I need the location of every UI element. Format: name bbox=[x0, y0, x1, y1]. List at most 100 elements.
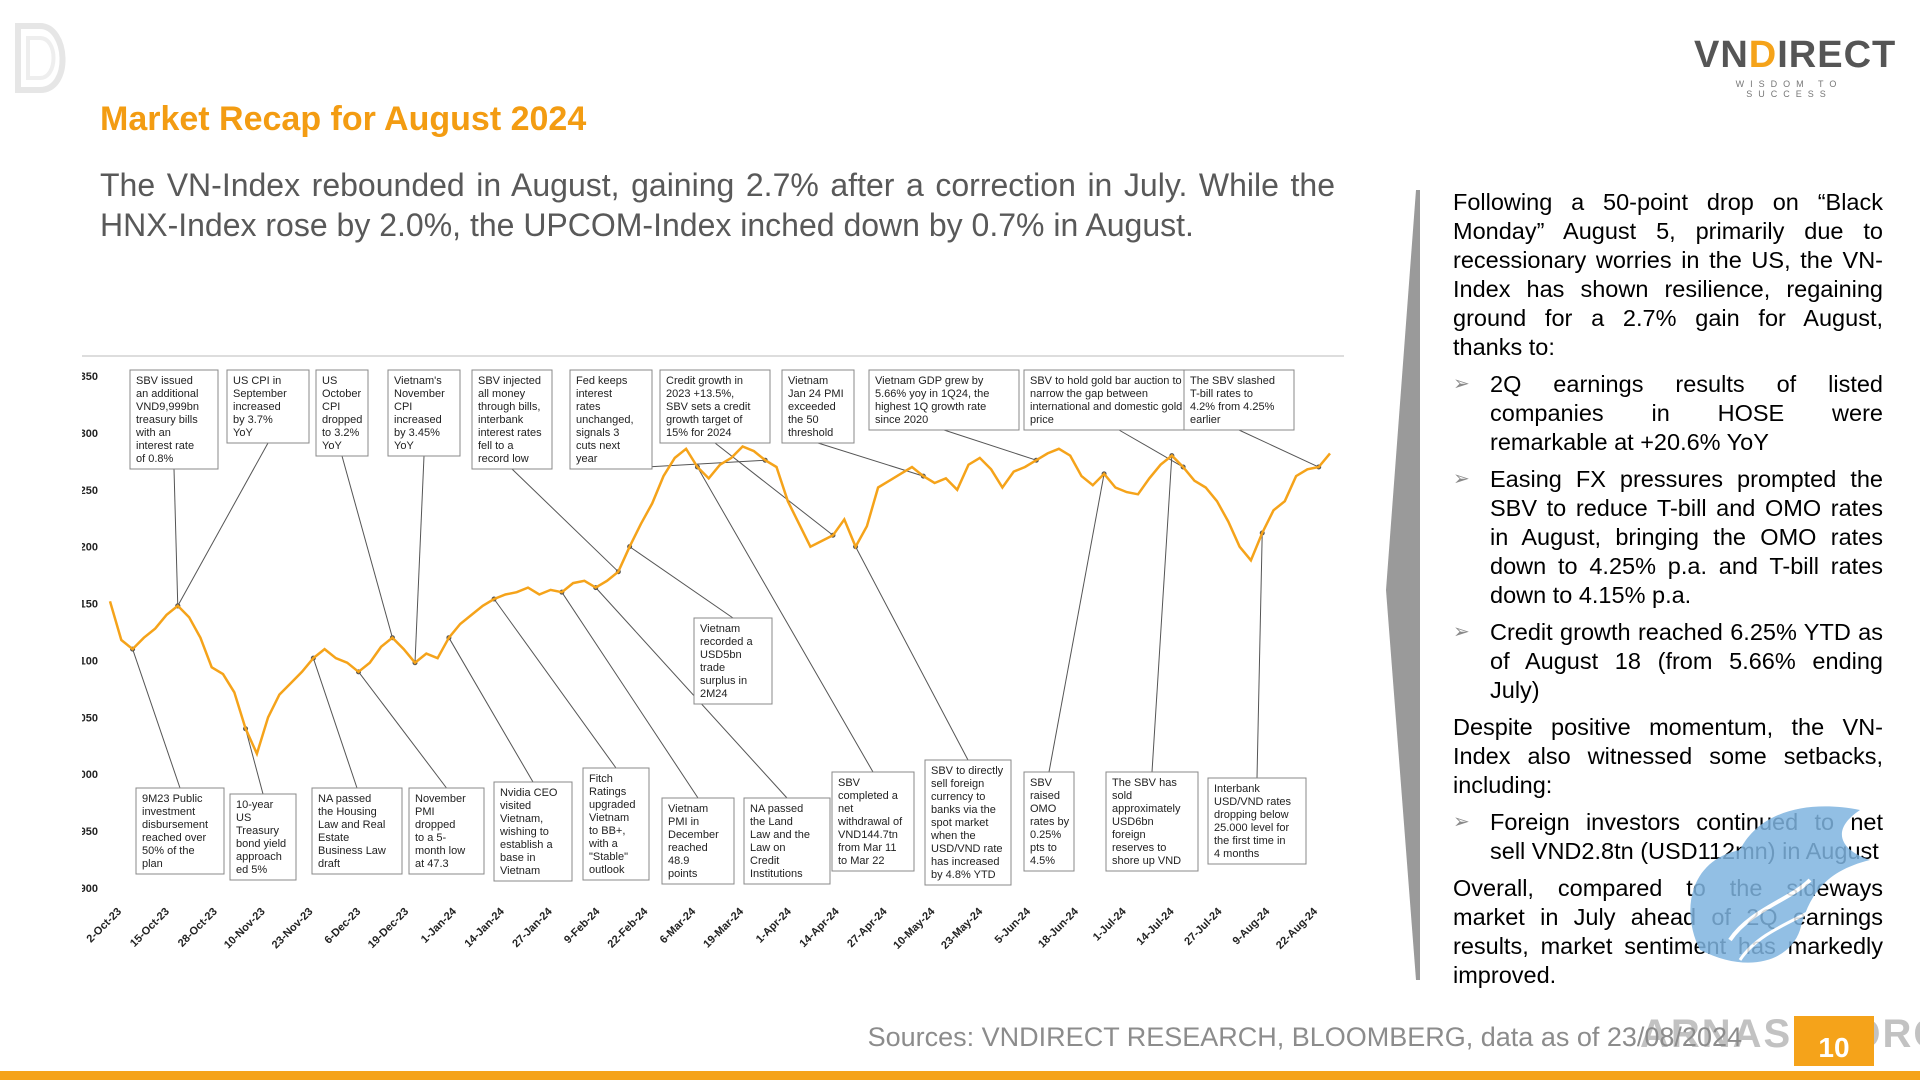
annotation-text: November bbox=[415, 793, 466, 805]
annotation-bottom bbox=[831, 771, 915, 872]
x-tick-label: 23-Nov-23 bbox=[270, 906, 316, 952]
annotation-text: at 47.3 bbox=[415, 858, 449, 870]
annotation-text: SBV issued bbox=[136, 375, 193, 387]
annotation-bottom bbox=[1105, 771, 1199, 872]
y-tick-label: 1,300 bbox=[82, 428, 98, 440]
divider-arrow-shape bbox=[1386, 190, 1420, 980]
annotation-text: banks via the bbox=[931, 804, 996, 816]
annotation-text: approximately bbox=[1112, 803, 1181, 815]
annotation-text: the Land bbox=[750, 816, 793, 828]
annotation-text: 2M24 bbox=[700, 688, 728, 700]
y-tick-label: 1,350 bbox=[82, 371, 98, 383]
annotation-text: Business Law bbox=[318, 845, 386, 857]
annotation-leader bbox=[629, 546, 734, 619]
annotation-text: exceeded bbox=[788, 401, 836, 413]
annotation-leader bbox=[595, 587, 788, 799]
annotation-text: T-bill rates to bbox=[1190, 388, 1253, 400]
annotation-bottom bbox=[661, 797, 735, 885]
annotation-leader bbox=[312, 658, 358, 789]
griffin-watermark-icon bbox=[1690, 806, 1870, 963]
annotation-text: all money bbox=[478, 388, 526, 400]
annotation-text: US bbox=[322, 375, 337, 387]
annotation-text: PMI in bbox=[668, 816, 699, 828]
annotation-text: 2023 +13.5%, bbox=[666, 388, 734, 400]
y-tick-label: 1,150 bbox=[82, 599, 98, 611]
annotation-text: interest bbox=[576, 388, 612, 400]
annotation-text: YoY bbox=[394, 440, 414, 452]
annotation-text: Institutions bbox=[750, 868, 803, 880]
annotation-bottom bbox=[493, 781, 573, 882]
x-tick-label: 22-Feb-24 bbox=[606, 905, 651, 950]
annotation-text: when the bbox=[930, 830, 976, 842]
annotation-text: Vietnam GDP grew by bbox=[875, 375, 984, 387]
annotation-text: increased bbox=[233, 401, 281, 413]
annotation-text: Vietnam bbox=[500, 865, 540, 877]
annotation-text: base in bbox=[500, 852, 535, 864]
annotation-text: reached bbox=[668, 842, 708, 854]
annotation-top bbox=[1183, 369, 1295, 431]
annotation-bottom bbox=[1023, 771, 1075, 872]
annotation-text: VND144.7tn bbox=[838, 829, 898, 841]
x-tick-label: 14-Jan-24 bbox=[462, 905, 507, 950]
annotation-text: YoY bbox=[322, 440, 342, 452]
x-tick-label: 6-Dec-23 bbox=[322, 906, 363, 947]
vn-index-line bbox=[108, 445, 1331, 758]
annotation-text: SBV to directly bbox=[931, 765, 1004, 777]
annotation-text: SBV bbox=[1030, 777, 1053, 789]
page-title: Market Recap for August 2024 bbox=[100, 100, 587, 138]
x-tick-label: 15-Oct-23 bbox=[128, 906, 172, 950]
annotation-text: Vietnam bbox=[700, 623, 740, 635]
annotation-text: reached over bbox=[142, 832, 207, 844]
annotation-text: The SBV has bbox=[1112, 777, 1177, 789]
arrow-bullet-icon: ➢ bbox=[1453, 373, 1470, 395]
annotation-text: USD/VND rates bbox=[1214, 796, 1292, 808]
annotation-top bbox=[226, 369, 310, 444]
annotation-leader bbox=[177, 442, 269, 607]
annotation-leader bbox=[358, 671, 447, 789]
annotation-text: unchanged, bbox=[576, 414, 634, 426]
commentary-intro: Following a 50-point drop on “Black Mond… bbox=[1453, 189, 1883, 360]
annotation-text: dropped bbox=[415, 819, 455, 831]
x-tick-label: 14-Jul-24 bbox=[1134, 905, 1177, 948]
annotation-text: record low bbox=[478, 453, 529, 465]
x-tick-label: 14-Apr-24 bbox=[797, 905, 842, 950]
x-tick-label: 1-Jul-24 bbox=[1091, 905, 1130, 944]
annotation-text: wishing to bbox=[499, 826, 549, 838]
annotation-text: 50% of the bbox=[142, 845, 195, 857]
annotation-text: to Mar 22 bbox=[838, 855, 884, 867]
annotation-text: Estate bbox=[318, 832, 349, 844]
annotation-text: Nvidia CEO bbox=[500, 787, 558, 799]
annotation-top bbox=[569, 369, 653, 470]
annotation-text: USD/VND rate bbox=[931, 843, 1003, 855]
page-number: 10 bbox=[1794, 1016, 1874, 1066]
annotation-text: cuts next bbox=[576, 440, 620, 452]
annotation-text: 10-year bbox=[236, 799, 274, 811]
annotation-text: investment bbox=[142, 806, 195, 818]
annotation-leader bbox=[1118, 429, 1184, 468]
annotation-text: SBV injected bbox=[478, 375, 541, 387]
annotation-text: CPI bbox=[394, 401, 412, 413]
x-tick-label: 27-Apr-24 bbox=[845, 905, 890, 950]
y-tick-label: 1,100 bbox=[82, 655, 98, 667]
annotation-text: establish a bbox=[500, 839, 553, 851]
brand-tagline: WISDOM TO SUCCESS bbox=[1735, 79, 1843, 99]
annotation-text: sell foreign bbox=[931, 778, 984, 790]
annotation-leader bbox=[855, 546, 969, 761]
annotation-bottom bbox=[743, 797, 831, 885]
y-tick-label: 900 bbox=[82, 883, 98, 895]
annotation-text: Vietnam bbox=[788, 375, 828, 387]
annotation-text: upgraded bbox=[589, 799, 636, 811]
annotation-text: CPI bbox=[322, 401, 340, 413]
annotation-leader bbox=[714, 442, 834, 536]
annotation-top bbox=[1023, 369, 1215, 431]
annotation-bottom bbox=[311, 787, 403, 875]
x-tick-label: 27-Jan-24 bbox=[510, 905, 555, 950]
annotation-text: Interbank bbox=[1214, 783, 1260, 795]
commentary-setbacks: Despite positive momentum, the VN-Index … bbox=[1453, 714, 1883, 798]
x-tick-label: 9-Feb-24 bbox=[562, 905, 603, 946]
arrow-bullet-icon: ➢ bbox=[1453, 468, 1470, 490]
annotation-text: to a 5- bbox=[415, 832, 447, 844]
x-tick-label: 10-Nov-23 bbox=[222, 906, 268, 952]
annotation-text: spot market bbox=[931, 817, 988, 829]
annotation-text: price bbox=[1030, 414, 1054, 426]
